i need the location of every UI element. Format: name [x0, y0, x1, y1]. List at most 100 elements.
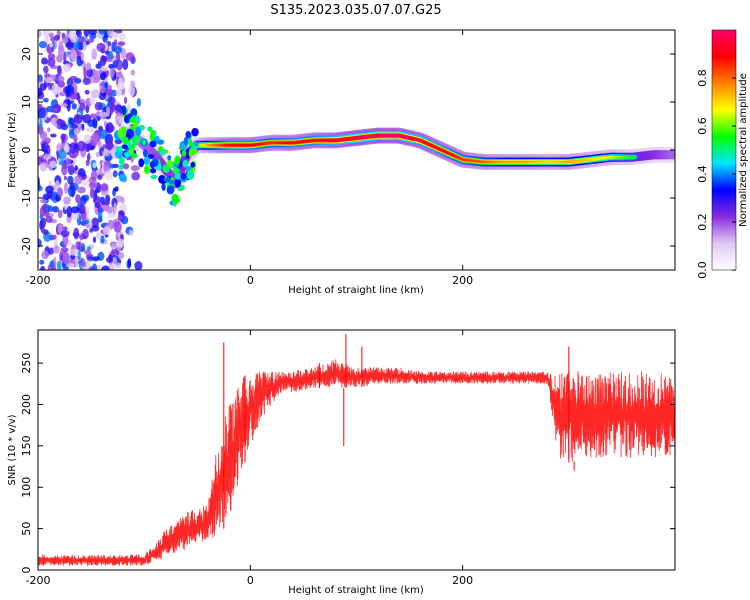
- snr-y-axis-label: SNR (10 * v/v): [7, 414, 18, 485]
- spectrogram-ridge: [113, 105, 675, 207]
- spectrogram-noise-blob: [115, 262, 122, 268]
- spectrogram-noise-blob: [92, 263, 98, 270]
- spectrogram-noise-blob: [80, 51, 85, 61]
- spectrogram-noise-blob: [75, 256, 79, 268]
- spectrogram-noise-blob: [43, 153, 52, 160]
- spectrogram-noise-blob: [116, 238, 125, 249]
- spectrogram-noise-blob: [112, 170, 118, 178]
- spectrogram-noise-blob: [49, 260, 55, 268]
- spectrogram-noise-blob: [136, 98, 142, 107]
- spectrogram-noise-blob: [108, 262, 116, 270]
- spectrogram-noise-blob: [38, 125, 44, 135]
- spectrogram-noise-blob: [77, 250, 81, 260]
- snr-x-axis-label: Height of straight line (km): [288, 585, 424, 596]
- spectrogram-x-axis-label: Height of straight line (km): [288, 285, 424, 296]
- spectrogram-noise-blob: [57, 224, 63, 235]
- spectrogram-noise-blob: [38, 74, 43, 84]
- spectrogram-ridge-blob: [128, 143, 136, 151]
- snr-y-tick-label: 150: [20, 435, 33, 456]
- spectrogram-noise-blob: [82, 114, 92, 124]
- spectrogram-noise-blob: [115, 115, 124, 125]
- spectrogram-noise-blob: [84, 89, 90, 95]
- spectrogram-noise-blob: [130, 165, 140, 172]
- spectrogram-noise-blob: [53, 117, 59, 128]
- spectrogram-ridge-blob: [144, 165, 149, 174]
- spectrogram-noise-blob: [128, 229, 134, 237]
- spectrogram-ridge-blob: [134, 136, 142, 143]
- spectrogram-noise-blob: [38, 108, 47, 119]
- snr-y-tick-label: 50: [20, 522, 33, 536]
- spectrogram-noise-blob: [100, 235, 105, 244]
- spectrogram-noise-blob: [39, 119, 43, 127]
- spectrogram-noise-blob: [85, 126, 95, 133]
- spectrogram-noise-blob: [66, 205, 72, 218]
- spectrogram-noise-blob: [112, 60, 118, 68]
- spectrogram-ridge-blob: [149, 168, 157, 174]
- spectrogram-noise-blob: [105, 122, 114, 134]
- spectrogram-ridge-blob: [156, 139, 165, 145]
- spectrogram-noise-blob: [61, 37, 69, 44]
- spectrogram-noise-blob: [78, 203, 86, 215]
- spectrogram-ridge-blob: [150, 174, 158, 180]
- spectrogram-y-tick-label: -10: [20, 189, 33, 207]
- spectrogram-noise-blob: [108, 50, 114, 59]
- spectrogram-noise-blob: [91, 117, 98, 129]
- snr-x-tick-label: -200: [26, 574, 51, 587]
- spectrogram-noise-blob: [79, 196, 87, 205]
- spectrogram-ridge-blob: [162, 164, 171, 173]
- spectrogram-noise-blob: [122, 163, 130, 170]
- colorbar-tick-label: 0.8: [696, 69, 709, 87]
- spectrogram-x-tick-label: 200: [452, 274, 473, 287]
- spectrogram-ridge-blob: [121, 144, 128, 150]
- spectrogram-ridge-blob: [144, 156, 150, 166]
- spectrogram-noise-blob: [57, 75, 65, 82]
- spectrogram-ridge-blob: [130, 153, 138, 159]
- spectrogram-noise-blob: [80, 260, 86, 267]
- spectrogram-noise-blob: [38, 87, 43, 97]
- snr-y-tick-label: 100: [20, 477, 33, 498]
- spectrogram-noise-blob: [97, 174, 103, 180]
- snr-x-tick-label: 200: [452, 574, 473, 587]
- spectrogram-ridge-blob: [142, 149, 148, 158]
- spectrogram-noise-blob: [59, 251, 63, 262]
- spectrogram-noise-blob: [53, 237, 59, 247]
- spectrogram-noise-blob: [40, 57, 48, 65]
- spectrogram-noise-blob: [90, 89, 100, 99]
- spectrogram-noise-blob: [56, 118, 65, 126]
- spectrogram-noise-blob: [63, 196, 71, 205]
- spectrogram-noise-blob: [98, 125, 103, 132]
- spectrogram-noise-blob: [114, 186, 119, 192]
- spectrogram-noise-cloud: [38, 30, 143, 270]
- spectrogram-noise-blob: [67, 185, 76, 197]
- spectrogram-noise-blob: [69, 142, 78, 154]
- spectrogram-noise-blob: [39, 206, 45, 218]
- spectrogram-noise-blob: [66, 263, 75, 268]
- spectrogram-noise-blob: [113, 221, 122, 233]
- spectrogram-noise-blob: [110, 242, 117, 250]
- spectrogram-ridge-blob: [164, 176, 171, 183]
- spectrogram-ridge-blob: [191, 127, 199, 137]
- spectrogram-noise-blob: [57, 45, 65, 58]
- spectrogram-noise-blob: [112, 257, 118, 265]
- spectrogram-noise-blob: [57, 80, 65, 88]
- spectrogram-noise-blob: [113, 45, 123, 54]
- spectrogram-noise-blob: [89, 228, 93, 233]
- spectrogram-noise-blob: [110, 31, 119, 39]
- spectrogram-noise-blob: [46, 144, 51, 157]
- spectrogram-noise-blob: [70, 49, 78, 62]
- spectrogram-ridge-blob: [174, 178, 181, 188]
- spectrogram-ridge-blob: [138, 158, 145, 168]
- spectrogram-noise-blob: [38, 238, 42, 248]
- spectrogram-ridge-blob: [171, 193, 179, 203]
- spectrogram-noise-blob: [109, 219, 113, 226]
- colorbar-tick-label: 0.6: [696, 117, 709, 135]
- spectrogram-noise-blob: [99, 55, 107, 67]
- spectrogram-noise-blob: [113, 39, 118, 47]
- spectrogram-noise-blob: [112, 188, 116, 197]
- spectrogram-noise-blob: [48, 32, 54, 38]
- spectrogram-ridge-blob: [182, 159, 189, 168]
- spectrogram-noise-blob: [86, 253, 94, 260]
- spectrogram-ridge-blob: [149, 140, 157, 148]
- spectrogram-noise-blob: [92, 236, 97, 243]
